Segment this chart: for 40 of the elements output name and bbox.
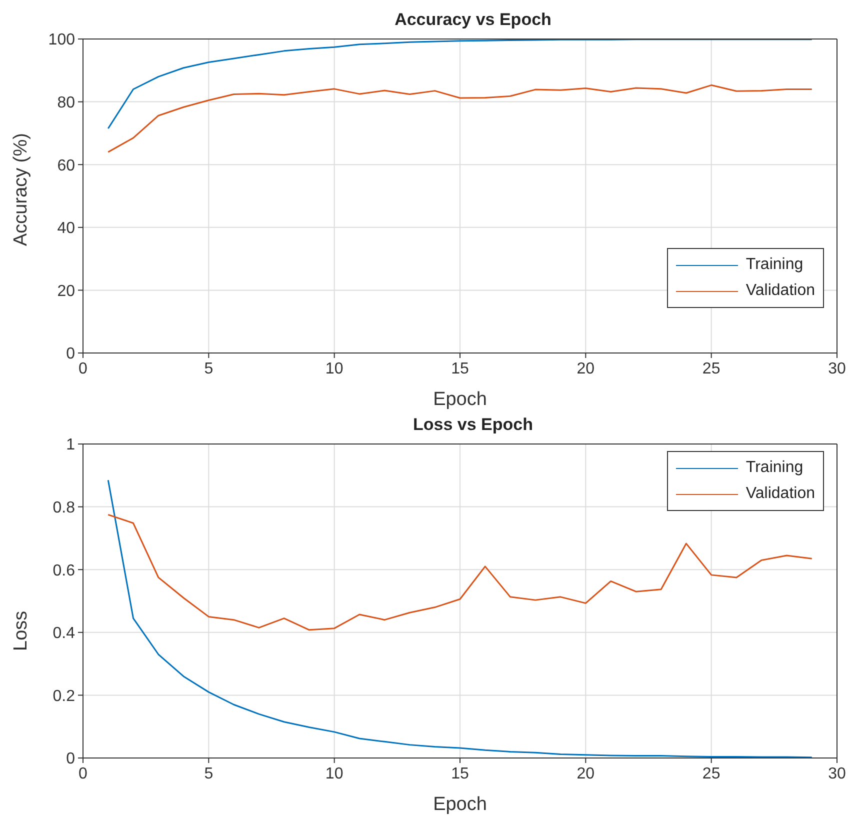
legend-label: Training	[746, 458, 804, 478]
y-tick-label: 0	[66, 750, 76, 768]
y-tick-label: 0.6	[52, 562, 76, 580]
y-tick-label: 80	[57, 94, 76, 112]
y-axis-title: Loss	[10, 610, 32, 651]
chart-title: Loss vs Epoch	[412, 415, 534, 435]
x-tick-label: 20	[576, 765, 595, 782]
x-tick-label: 0	[78, 360, 88, 378]
y-tick-label: 40	[57, 220, 76, 238]
y-tick-label: 0	[66, 346, 76, 363]
x-tick-label: 5	[204, 765, 214, 782]
x-tick-label: 5	[204, 360, 214, 378]
x-tick-label: 15	[451, 765, 469, 782]
x-tick-label: 10	[325, 360, 344, 378]
line-series	[107, 84, 813, 153]
y-tick-label: 60	[57, 157, 76, 174]
y-tick-label: 100	[48, 32, 76, 49]
x-tick-label: 0	[78, 765, 88, 782]
x-tick-label: 15	[451, 360, 469, 378]
y-tick-label: 1	[66, 436, 76, 454]
line-series	[107, 479, 813, 758]
x-tick-label: 10	[325, 765, 344, 782]
line-series	[107, 39, 813, 130]
y-axis-title: Accuracy (%)	[10, 133, 32, 246]
y-tick-label: 20	[57, 282, 76, 300]
line-series	[107, 514, 813, 631]
legend-label: Validation	[746, 281, 815, 301]
y-tick-label: 0.8	[52, 499, 76, 516]
x-tick-label: 25	[702, 765, 720, 782]
x-axis-title: Epoch	[433, 389, 487, 410]
x-tick-label: 20	[576, 360, 595, 378]
x-tick-label: 25	[702, 360, 720, 378]
legend-label: Training	[746, 255, 804, 275]
x-axis-title: Epoch	[433, 794, 487, 815]
y-tick-label: 0.4	[52, 625, 76, 642]
x-tick-label: 30	[828, 360, 846, 378]
y-tick-label: 0.2	[52, 688, 76, 705]
legend-label: Validation	[746, 484, 815, 504]
chart-title: Accuracy vs Epoch	[394, 10, 552, 30]
x-tick-label: 30	[828, 765, 846, 782]
